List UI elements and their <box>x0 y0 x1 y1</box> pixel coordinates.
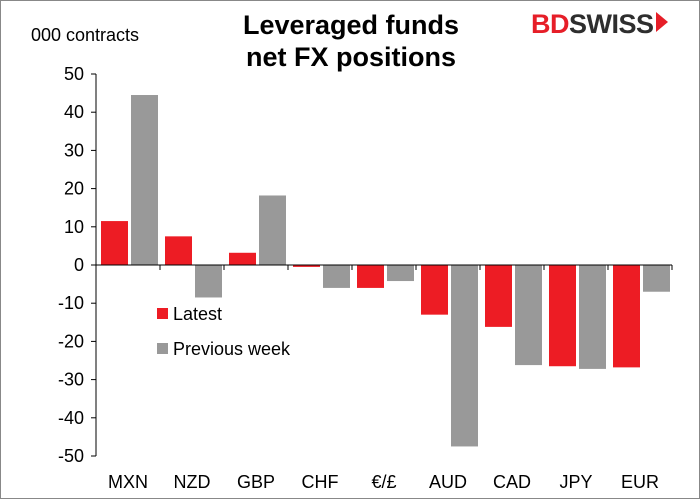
bar-latest <box>357 265 384 288</box>
bar-latest <box>101 221 128 265</box>
y-tick-label: -40 <box>58 408 84 428</box>
x-tick-label: MXN <box>108 472 148 492</box>
logo-text-swiss: SWISS <box>569 9 654 39</box>
bar-previous-week <box>387 265 414 282</box>
logo-arrow-icon <box>655 12 668 32</box>
bar-latest <box>293 265 320 267</box>
bar-latest <box>421 265 448 315</box>
legend-label-latest: Latest <box>173 304 222 324</box>
y-tick-label: 20 <box>64 179 84 199</box>
logo-text-bd: BD <box>531 9 570 39</box>
y-tick-label: -20 <box>58 331 84 351</box>
x-tick-label: CAD <box>493 472 531 492</box>
chart-title-line-1: Leveraged funds <box>242 10 460 40</box>
bar-previous-week <box>579 265 606 369</box>
legend-label-previous-week: Previous week <box>173 339 291 359</box>
bar-latest <box>485 265 512 327</box>
y-axis-unit-label: 000 contracts <box>31 25 140 45</box>
bdswiss-logo: BDSWISS <box>531 9 668 40</box>
bar-previous-week <box>323 265 350 288</box>
y-tick-label: 0 <box>74 255 84 275</box>
bar-previous-week <box>195 265 222 298</box>
bar-latest <box>549 265 576 367</box>
bar-previous-week <box>643 265 670 292</box>
chart-title: Leveraged funds net FX positions <box>181 9 521 73</box>
chart-title-line-2: net FX positions <box>245 42 456 72</box>
bar-latest <box>165 236 192 265</box>
y-tick-label: 50 <box>64 64 84 84</box>
bar-previous-week <box>515 265 542 366</box>
x-tick-label: CHF <box>302 472 339 492</box>
y-tick-label: -10 <box>58 293 84 313</box>
x-tick-label: AUD <box>429 472 467 492</box>
x-tick-label: €/£ <box>371 472 396 492</box>
y-tick-label: 30 <box>64 140 84 160</box>
legend-swatch-previous-week <box>157 343 168 354</box>
x-tick-label: JPY <box>559 472 592 492</box>
bar-latest <box>613 265 640 368</box>
y-tick-label: 10 <box>64 217 84 237</box>
x-tick-label: GBP <box>237 472 275 492</box>
bar-latest <box>229 252 256 265</box>
x-tick-label: EUR <box>621 472 659 492</box>
bar-previous-week <box>131 95 158 265</box>
bar-previous-week <box>259 195 286 265</box>
legend-swatch-latest <box>157 308 168 319</box>
x-tick-label: NZD <box>174 472 211 492</box>
y-tick-label: -30 <box>58 370 84 390</box>
y-tick-label: 40 <box>64 102 84 122</box>
bar-previous-week <box>451 265 478 447</box>
y-tick-label: -50 <box>58 446 84 466</box>
